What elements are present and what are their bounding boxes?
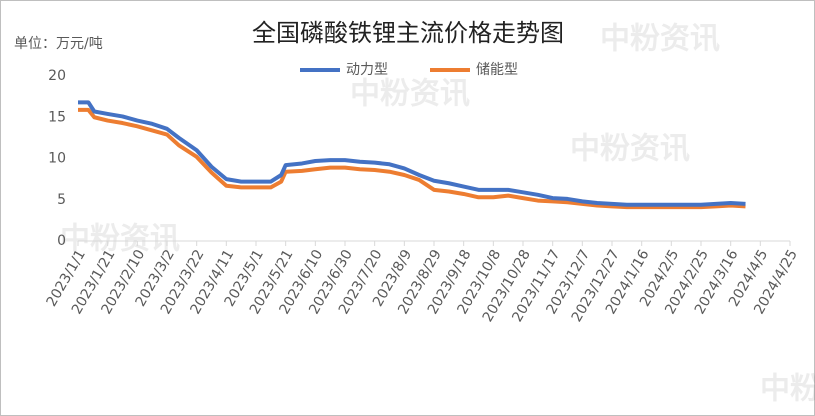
series-line (78, 107, 746, 210)
watermark: 中粉资讯 (60, 222, 180, 257)
watermark: 中粉资讯 (600, 22, 720, 57)
y-tick-label: 5 (57, 192, 66, 208)
y-tick-label: 10 (48, 151, 66, 167)
y-tick-label: 15 (48, 109, 66, 125)
watermark: 中粉资讯 (570, 132, 690, 167)
series-line (78, 100, 746, 207)
y-tick-label: 0 (57, 233, 66, 249)
y-tick-label: 20 (48, 68, 66, 84)
watermark: 中粉资讯 (350, 77, 470, 112)
chart-title: 全国磷酸铁锂主流价格走势图 (252, 19, 564, 47)
y-axis-label: 单位：万元/吨 (14, 36, 103, 52)
legend-label: 储能型 (476, 62, 518, 78)
watermark: 中粉资讯 (760, 372, 815, 407)
legend-label: 动力型 (346, 62, 388, 78)
